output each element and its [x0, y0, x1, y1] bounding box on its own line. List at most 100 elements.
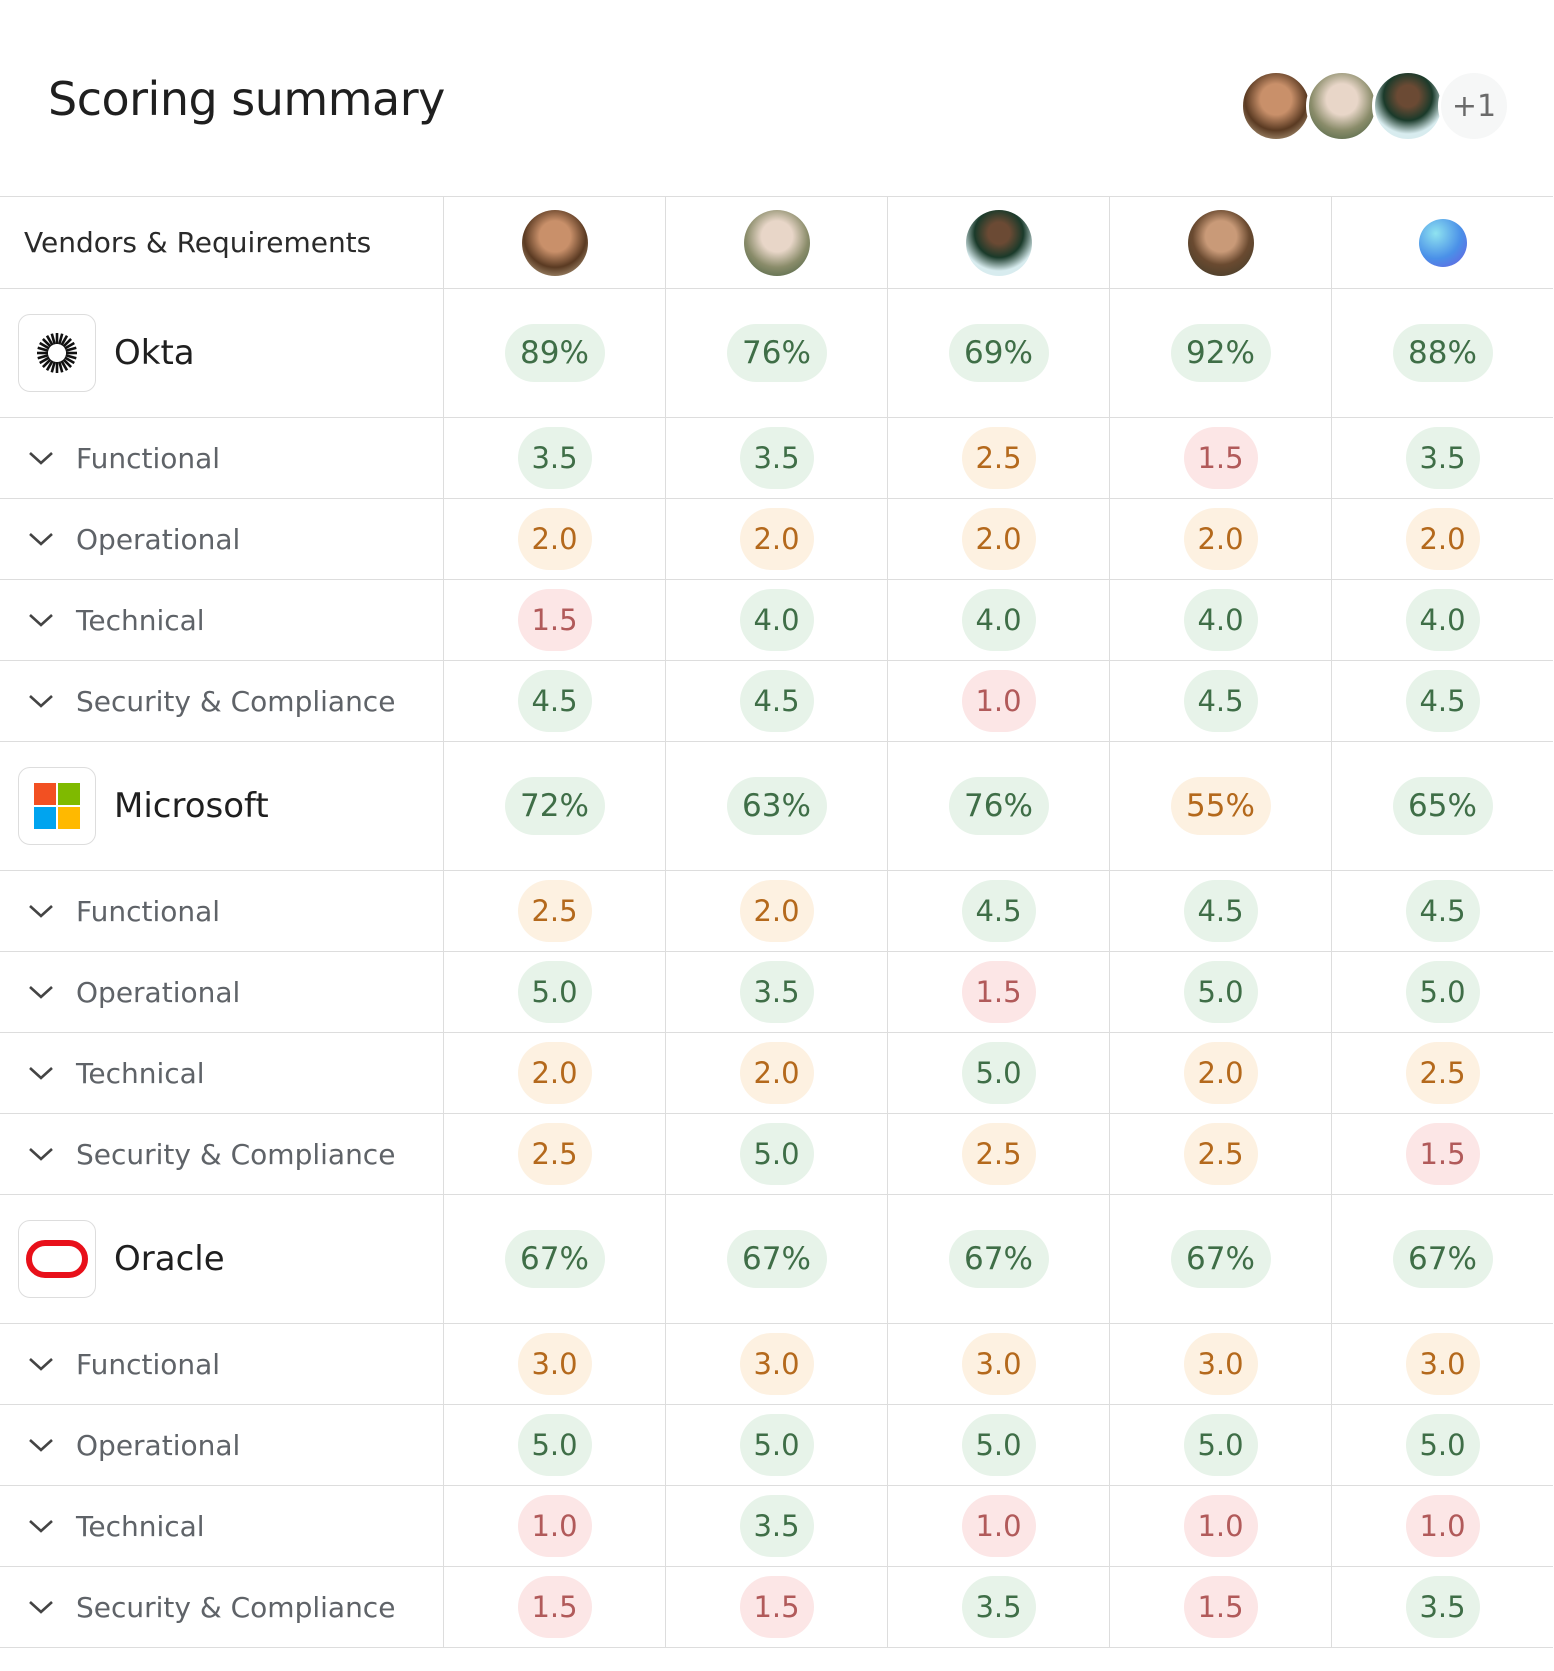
- score-cell: 1.5: [1109, 1567, 1331, 1648]
- score-cell: 5.0: [665, 1114, 887, 1195]
- score-cell: 4.5: [1109, 871, 1331, 952]
- reviewer-column: [665, 197, 887, 289]
- requirement-cell[interactable]: Functional: [0, 1324, 443, 1405]
- overall-score: 67%: [1170, 1230, 1271, 1288]
- requirement-cell[interactable]: Technical: [0, 1486, 443, 1567]
- vendor-cell: Oracle: [0, 1195, 443, 1324]
- requirement-score: 2.5: [517, 880, 592, 942]
- avatar[interactable]: [1306, 70, 1378, 142]
- overall-score: 69%: [948, 324, 1049, 382]
- expand-chevron[interactable]: [28, 1356, 54, 1372]
- vendor-cell: Microsoft: [0, 742, 443, 871]
- requirement-score: 4.5: [517, 670, 592, 732]
- score-cell: 3.0: [1331, 1324, 1553, 1405]
- requirement-score: 3.5: [1405, 427, 1480, 489]
- overall-score: 72%: [504, 777, 605, 835]
- reviewer-avatar[interactable]: [521, 209, 588, 276]
- score-cell: 2.0: [1331, 499, 1553, 580]
- score-cell: 2.0: [887, 499, 1109, 580]
- score-cell: 2.0: [1109, 1033, 1331, 1114]
- requirement-name: Technical: [76, 603, 205, 637]
- reviewer-column: [1109, 197, 1331, 289]
- score-cell: 2.5: [887, 418, 1109, 499]
- requirement-score: 1.5: [739, 1576, 814, 1638]
- avatar[interactable]: [1372, 70, 1444, 142]
- requirement-score: 2.5: [1405, 1042, 1480, 1104]
- requirement-cell[interactable]: Technical: [0, 1033, 443, 1114]
- more-reviewers[interactable]: +1: [1438, 70, 1510, 142]
- requirement-score: 2.0: [961, 508, 1036, 570]
- score-cell: 4.5: [887, 871, 1109, 952]
- requirement-score: 2.0: [739, 508, 814, 570]
- score-cell: 69%: [887, 289, 1109, 418]
- requirement-score: 3.0: [1183, 1333, 1258, 1395]
- score-cell: 4.0: [1109, 580, 1331, 661]
- expand-chevron[interactable]: [28, 693, 54, 709]
- score-cell: 4.5: [1331, 871, 1553, 952]
- expand-chevron[interactable]: [28, 1518, 54, 1534]
- requirement-score: 2.5: [517, 1123, 592, 1185]
- expand-chevron[interactable]: [28, 450, 54, 466]
- overall-score: 55%: [1170, 777, 1271, 835]
- expand-chevron[interactable]: [28, 612, 54, 628]
- requirement-score: 1.5: [517, 1576, 592, 1638]
- requirement-score: 4.0: [739, 589, 814, 651]
- vendor-name: Oracle: [114, 1239, 225, 1279]
- score-cell: 1.0: [887, 1486, 1109, 1567]
- requirement-name: Functional: [76, 1347, 221, 1381]
- requirement-cell[interactable]: Security & Compliance: [0, 1567, 443, 1648]
- requirement-cell[interactable]: Functional: [0, 871, 443, 952]
- requirement-score: 3.0: [1405, 1333, 1480, 1395]
- score-cell: 3.5: [665, 952, 887, 1033]
- requirement-cell[interactable]: Operational: [0, 499, 443, 580]
- expand-chevron[interactable]: [28, 984, 54, 1000]
- expand-chevron[interactable]: [28, 1065, 54, 1081]
- reviewer-column: [1331, 197, 1553, 289]
- score-cell: 67%: [1331, 1195, 1553, 1324]
- score-cell: 4.5: [1109, 661, 1331, 742]
- expand-chevron[interactable]: [28, 531, 54, 547]
- reviewer-avatar[interactable]: [1187, 209, 1254, 276]
- requirement-cell[interactable]: Operational: [0, 952, 443, 1033]
- overall-score: 76%: [726, 324, 827, 382]
- overall-score: 63%: [726, 777, 827, 835]
- requirement-cell[interactable]: Security & Compliance: [0, 661, 443, 742]
- expand-chevron[interactable]: [28, 1599, 54, 1615]
- score-cell: 1.0: [887, 661, 1109, 742]
- score-cell: 1.5: [443, 1567, 665, 1648]
- requirement-score: 5.0: [739, 1414, 814, 1476]
- requirement-name: Operational: [76, 1428, 241, 1462]
- score-cell: 3.5: [665, 1486, 887, 1567]
- overall-score: 67%: [726, 1230, 827, 1288]
- expand-chevron[interactable]: [28, 903, 54, 919]
- expand-chevron[interactable]: [28, 1437, 54, 1453]
- score-cell: 5.0: [887, 1033, 1109, 1114]
- requirement-score: 4.5: [1183, 670, 1258, 732]
- score-cell: 55%: [1109, 742, 1331, 871]
- reviewer-avatar[interactable]: [743, 209, 810, 276]
- reviewer-avatar[interactable]: [1418, 218, 1467, 267]
- overall-score: 76%: [948, 777, 1049, 835]
- expand-chevron[interactable]: [28, 1146, 54, 1162]
- requirement-cell[interactable]: Security & Compliance: [0, 1114, 443, 1195]
- score-cell: 4.5: [1331, 661, 1553, 742]
- score-cell: 2.0: [665, 871, 887, 952]
- requirement-cell[interactable]: Operational: [0, 1405, 443, 1486]
- vendor-logo: [18, 1220, 96, 1298]
- avatar[interactable]: [1240, 70, 1312, 142]
- score-cell: 4.0: [1331, 580, 1553, 661]
- score-cell: 5.0: [1109, 952, 1331, 1033]
- page-title: Scoring summary: [48, 72, 445, 126]
- score-cell: 2.0: [665, 499, 887, 580]
- requirement-name: Technical: [76, 1509, 205, 1543]
- reviewer-avatar[interactable]: [965, 209, 1032, 276]
- requirement-cell[interactable]: Functional: [0, 418, 443, 499]
- requirement-name: Technical: [76, 1056, 205, 1090]
- requirement-score: 5.0: [739, 1123, 814, 1185]
- requirement-cell[interactable]: Technical: [0, 580, 443, 661]
- requirement-score: 3.0: [739, 1333, 814, 1395]
- score-cell: 3.0: [1109, 1324, 1331, 1405]
- score-cell: 2.5: [1331, 1033, 1553, 1114]
- score-cell: 76%: [887, 742, 1109, 871]
